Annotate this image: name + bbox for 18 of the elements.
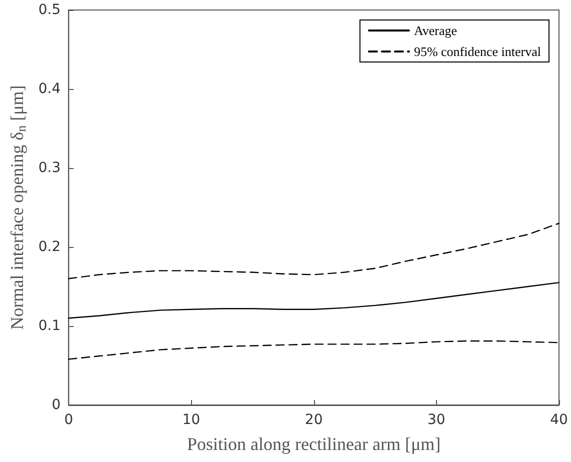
x-tick-label: 10 [182,412,200,428]
line-series [68,340,560,360]
y-axis-title: Normal interface opening δn [μm] [7,85,28,330]
x-tick-label: 20 [304,412,323,428]
y-tick-label: 0.3 [38,160,61,176]
x-tick-label: 0 [64,412,74,428]
legend-label: Average [414,23,458,38]
line-series [68,222,560,280]
x-tick-label: 40 [550,412,568,428]
y-tick-label: 0 [52,397,61,413]
y-tick-label: 0.1 [38,318,61,334]
x-tick-label: 30 [428,412,446,428]
legend-label: 95% confidence interval [414,44,542,59]
y-tick-label: 0.4 [38,81,61,97]
x-axis-title: Position along rectilinear arm [μm] [187,434,441,454]
line-series [68,282,560,319]
y-tick-label: 0.2 [38,239,61,255]
y-tick-label: 0.5 [38,2,61,18]
